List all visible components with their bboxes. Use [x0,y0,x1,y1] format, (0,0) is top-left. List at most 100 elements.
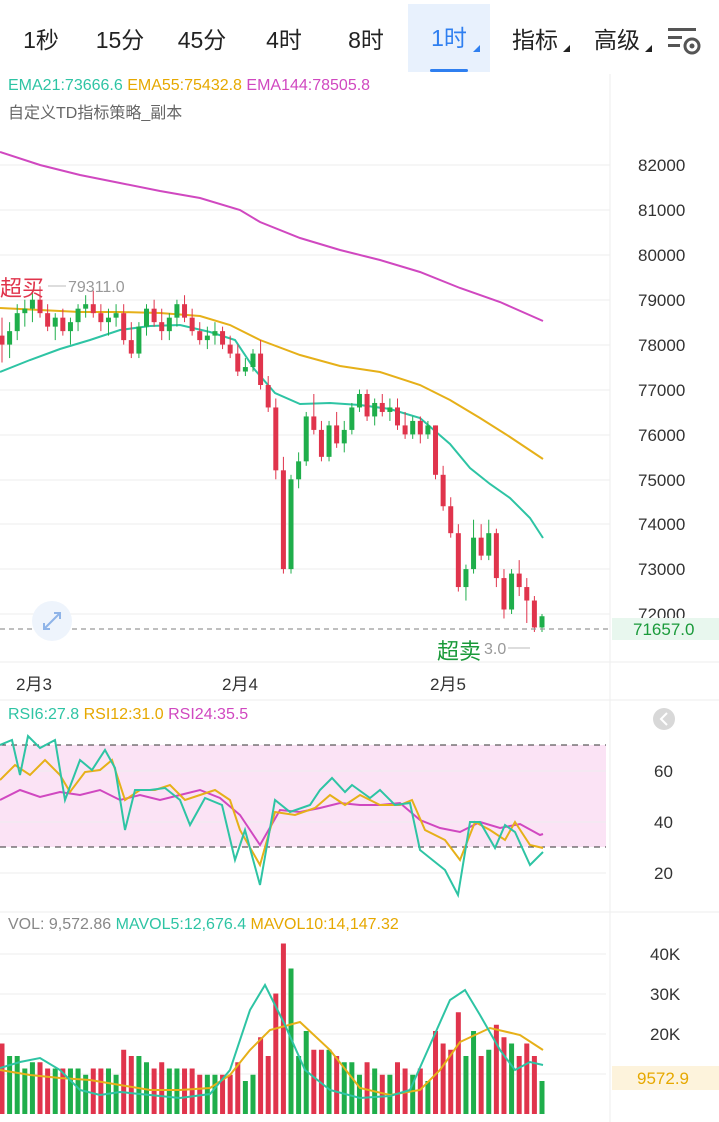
candle [29,299,35,309]
price-tick: 76000 [638,426,685,445]
volume-bar [113,1074,119,1114]
volume-bar [151,1068,157,1114]
timeframe-tabs: 1秒 15分 45分 4时 8时 1时 指标 高级 [0,0,719,74]
main-grid [0,74,719,1122]
candle [52,317,58,327]
volume-bar [52,1068,58,1114]
candle [182,304,188,318]
volume-bar [288,968,294,1114]
candle [174,304,180,318]
volume-bar [379,1074,385,1114]
collapse-icon[interactable] [653,708,675,730]
volume-bar [341,1062,347,1114]
volume-bar [364,1062,370,1114]
high-marker: 79311.0 [68,279,125,296]
candle [501,578,507,610]
active-tab-indicator [430,69,468,72]
last-vol-value: 9572.9 [637,1069,689,1088]
rsi24-line [0,788,544,847]
tab-label: 4时 [266,27,302,53]
tab-1h[interactable]: 1时 [408,4,490,72]
candle [265,385,271,408]
volume-bar [273,993,279,1114]
volume-bar [493,1024,499,1114]
candle [387,407,393,412]
volume-bar [349,1062,355,1114]
volume-bar [22,1068,28,1114]
volume-bar [425,1081,431,1114]
rsi-tick: 20 [654,864,673,883]
volume-bar [29,1062,35,1114]
volume-bar [90,1068,96,1114]
ema21-line [0,323,544,539]
price-tick: 78000 [638,336,685,355]
volume-bar [7,1056,13,1114]
tab-45m[interactable]: 45分 [166,8,238,72]
mavol10-value: MAVOL10:14,147.32 [250,916,399,933]
volume-bar [539,1081,545,1114]
candle [37,299,43,314]
candle [326,425,332,457]
candle [433,425,439,475]
rsi-legend: RSI6:27.8 RSI12:31.0 RSI24:35.5 [8,706,248,724]
price-tick: 82000 [638,156,685,175]
tab-1s[interactable]: 1秒 [6,8,76,72]
volume-bar [174,1068,180,1114]
tab-15m[interactable]: 15分 [84,8,156,72]
candle [311,416,317,430]
candle [159,322,165,332]
volume-bar [98,1068,104,1114]
rsi12-value: RSI12:31.0 [83,706,164,723]
candle [531,600,537,628]
price-tick: 81000 [638,201,685,220]
candle [250,353,256,368]
candle [524,587,530,601]
chart-settings-icon[interactable] [664,20,704,60]
rsi6-line [0,733,544,899]
ema55-line [0,307,544,460]
candle [440,474,446,507]
price-axis: 82000 81000 80000 79000 78000 77000 7600… [638,156,685,624]
candle [144,308,150,327]
ema144-line [0,151,544,322]
vol-grid [0,953,606,1075]
candle [83,304,89,309]
volume-bar [212,1074,218,1114]
tab-4h[interactable]: 4时 [248,8,320,72]
volume-bar [334,1056,340,1114]
mavol10-line [0,1020,544,1097]
tab-8h[interactable]: 8时 [330,8,402,72]
rsi24-value: RSI24:35.5 [168,706,249,723]
date-tick: 2月5 [430,675,466,694]
candle [288,479,294,570]
candle [7,331,13,345]
volume-bar [105,1068,111,1114]
volume-bar [45,1068,51,1114]
candle [417,420,423,435]
candle [539,616,545,628]
candle [372,402,378,417]
candle [448,506,454,534]
last-vol-tag [612,1066,719,1090]
dropdown-triangle-icon [563,45,570,52]
dropdown-triangle-icon [473,45,480,52]
rsi6-value: RSI6:27.8 [8,706,80,723]
candle [394,407,400,426]
candle [90,304,96,314]
volume-bar [356,1074,362,1114]
candle [334,425,340,444]
price-tick: 77000 [638,381,685,400]
ema21-value: EMA21:73666.6 [8,77,123,94]
candle [189,317,195,332]
tab-advanced[interactable]: 高级 [578,8,656,72]
volume-bar [501,1037,507,1114]
volume-bar [144,1062,150,1114]
volume-bar [516,1056,522,1114]
volume-bar [296,1056,302,1114]
candle [45,313,51,327]
expand-icon[interactable] [32,601,72,641]
candle [235,353,241,372]
tab-indicators[interactable]: 指标 [496,8,574,72]
volume-bar [227,1074,233,1114]
